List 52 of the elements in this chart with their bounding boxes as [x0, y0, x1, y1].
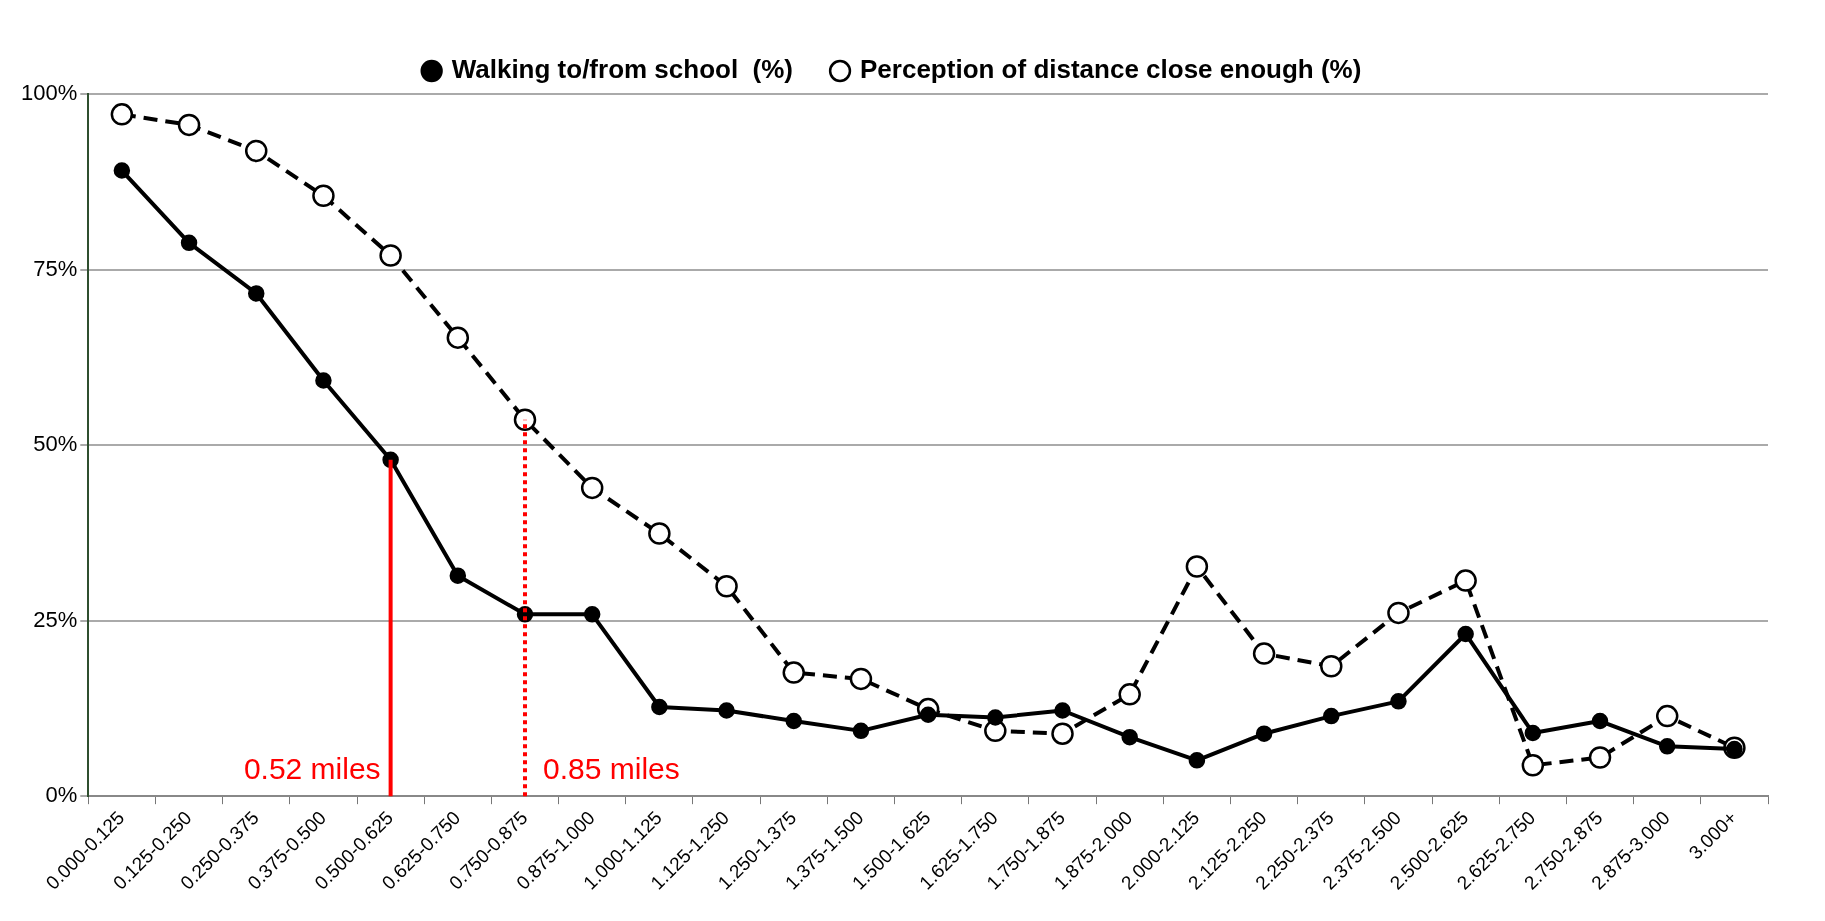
point	[244, 139, 268, 163]
point	[1323, 707, 1340, 725]
ref-line-label: 0.52 miles	[243, 752, 381, 786]
point	[1121, 728, 1138, 746]
point	[1320, 655, 1343, 678]
point	[379, 244, 402, 267]
y-tick-label: 75%	[33, 255, 78, 281]
point	[247, 285, 265, 302]
ref-line-label: 0.85 miles	[543, 752, 680, 786]
point	[113, 162, 131, 179]
point	[1591, 712, 1609, 730]
point	[1252, 642, 1276, 665]
point	[180, 234, 198, 252]
point	[1454, 569, 1477, 592]
point	[1188, 752, 1206, 769]
point	[1457, 625, 1474, 643]
point	[1588, 746, 1612, 769]
point	[1521, 754, 1545, 777]
point	[312, 184, 335, 208]
y-tick-label: 100%	[20, 80, 78, 106]
point	[1658, 738, 1676, 755]
point	[513, 408, 537, 432]
point	[782, 661, 806, 684]
y-tick-label: 0%	[45, 782, 78, 808]
point	[715, 574, 738, 598]
point	[987, 709, 1004, 726]
point	[1118, 683, 1141, 706]
point	[580, 476, 604, 500]
point	[315, 372, 332, 389]
y-tick-label: 50%	[33, 431, 78, 457]
point	[1185, 555, 1209, 578]
point	[718, 702, 735, 719]
point	[177, 113, 201, 137]
point	[1655, 704, 1679, 728]
legend-label: Walking to/from school (%)	[451, 54, 794, 85]
point	[583, 606, 601, 623]
point	[849, 667, 873, 691]
point	[852, 722, 870, 740]
point	[648, 522, 671, 545]
point	[1387, 601, 1410, 625]
point	[785, 712, 803, 730]
point	[110, 103, 134, 126]
point	[1054, 702, 1071, 719]
point	[1051, 722, 1074, 745]
point	[1255, 725, 1273, 742]
y-tick-label: 25%	[33, 606, 78, 632]
point	[1390, 693, 1407, 710]
point	[449, 567, 467, 584]
point	[446, 326, 470, 349]
point	[1524, 724, 1542, 742]
point	[651, 698, 668, 716]
legend-label: Perception of distance close enough (%)	[860, 54, 1362, 85]
